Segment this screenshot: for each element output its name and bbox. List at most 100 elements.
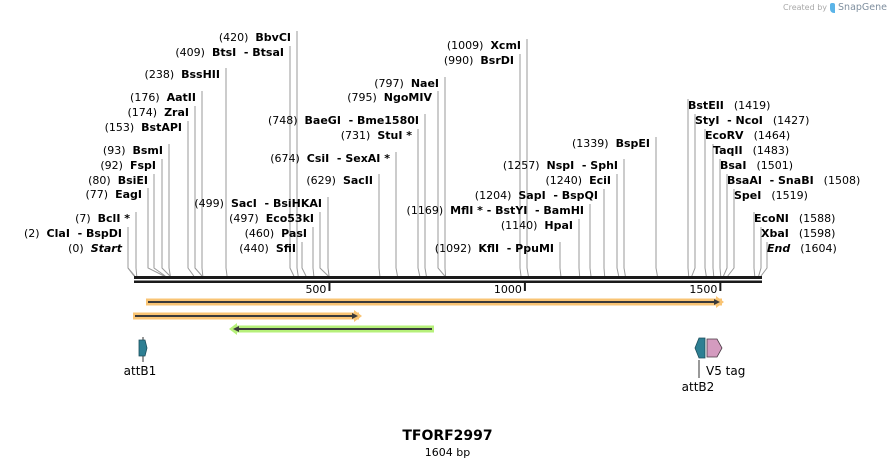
enzyme-position: (1092) <box>435 242 479 255</box>
orf-long-arrow[interactable] <box>146 296 724 308</box>
enzyme-label[interactable]: (153) BstAPI <box>105 121 182 134</box>
enzyme-position: (674) <box>270 152 307 165</box>
cut-site-line <box>135 212 138 277</box>
attB1-feature[interactable]: attB1 <box>124 337 157 378</box>
enzyme-position: (499) <box>194 197 231 210</box>
enzyme-name: EciI <box>589 174 611 187</box>
enzyme-label[interactable]: (795) NgoMIV <box>347 91 432 104</box>
ruler-tick <box>523 283 526 291</box>
cut-site-line <box>296 31 299 277</box>
enzyme-label[interactable]: TaqII (1483) <box>713 144 789 157</box>
enzyme-position: (1604) <box>800 242 837 255</box>
enzyme-label[interactable]: (2) ClaI - BspDI <box>24 227 122 240</box>
enzyme-position: (1240) <box>546 174 590 187</box>
enzyme-position: (1598) <box>799 227 836 240</box>
enzyme-label[interactable]: BsaAI - SnaBI (1508) <box>727 174 860 187</box>
enzyme-label[interactable]: StyI - NcoI (1427) <box>695 114 809 127</box>
enzyme-position: (1204) <box>475 189 519 202</box>
enzyme-label[interactable]: (1092) KflI - PpuMI <box>435 242 554 255</box>
enzyme-name: BsiEI <box>118 174 148 187</box>
enzyme-name: MflI * - BstYI - BamHI <box>450 204 584 217</box>
cut-site-line <box>589 204 592 277</box>
enzyme-label[interactable]: (731) StuI * <box>341 129 413 142</box>
cut-site-line <box>727 189 735 277</box>
enzyme-name: BclI * <box>98 212 131 225</box>
enzyme-name: BsaAI - SnaBI <box>727 174 814 187</box>
enzyme-label[interactable]: (440) SfiI <box>239 242 296 255</box>
enzyme-name: Eco53kI <box>266 212 314 225</box>
v5-tag-feature[interactable]: V5 tag <box>706 338 745 378</box>
enzyme-label[interactable]: BstEII (1419) <box>688 99 770 112</box>
enzyme-name: FspI <box>130 159 156 172</box>
enzyme-label[interactable]: (497) Eco53kI <box>229 212 314 225</box>
cut-site-line <box>691 114 696 277</box>
enzyme-position: (748) <box>268 114 305 127</box>
attB2-feature[interactable]: attB2 <box>682 337 715 394</box>
enzyme-label[interactable]: (93) BsmI <box>103 144 163 157</box>
enzyme-label[interactable]: (1009) XcmI <box>447 39 521 52</box>
cut-site-line <box>194 106 203 277</box>
enzyme-label[interactable]: (797) NaeI <box>374 77 439 90</box>
enzyme-label[interactable]: EcoRV (1464) <box>705 129 790 142</box>
enzyme-name: SapI - BspQI <box>518 189 598 202</box>
enzyme-label[interactable]: (0) Start <box>68 242 123 255</box>
attB2-label: attB2 <box>682 380 715 394</box>
cut-site-line <box>704 129 707 277</box>
orf-reverse-arrow[interactable] <box>229 323 434 335</box>
credit-prefix: Created by <box>783 3 828 12</box>
enzyme-label[interactable]: (460) PasI <box>245 227 307 240</box>
enzyme-label[interactable]: (1204) SapI - BspQI <box>475 189 598 202</box>
cut-site-line <box>437 91 446 277</box>
enzyme-label[interactable]: End (1604) <box>767 242 837 255</box>
enzyme-label[interactable]: (674) CsiI - SexAI * <box>270 152 390 165</box>
enzyme-label[interactable]: BsaI (1501) <box>720 159 793 172</box>
cut-site-lines <box>127 31 768 277</box>
features: attB1 attB2 V5 tag <box>124 296 745 394</box>
cut-site-line <box>526 39 529 277</box>
enzyme-position: (1519) <box>771 189 808 202</box>
enzyme-name: SacI - BsiHKAI <box>231 197 322 210</box>
enzyme-label[interactable]: (80) BsiEI <box>88 174 148 187</box>
enzyme-label[interactable]: (1240) EciI <box>546 174 611 187</box>
enzyme-label[interactable]: (629) SacII <box>306 174 373 187</box>
enzyme-label[interactable]: (92) FspI <box>100 159 156 172</box>
ruler-label: 500 <box>305 283 326 296</box>
enzyme-name: BstEII <box>688 99 724 112</box>
enzyme-label[interactable]: EcoNI (1588) <box>754 212 835 225</box>
ruler-label: 1000 <box>494 283 522 296</box>
enzyme-label[interactable]: (748) BaeGI - Bme1580I <box>268 114 419 127</box>
enzyme-position: (1169) <box>407 204 451 217</box>
enzyme-label[interactable]: SpeI (1519) <box>734 189 808 202</box>
enzyme-label[interactable]: XbaI (1598) <box>761 227 835 240</box>
enzyme-position: (1464) <box>754 129 791 142</box>
cut-site-line <box>153 174 166 277</box>
cut-site-line <box>289 46 295 277</box>
cut-site-line <box>327 197 330 277</box>
enzyme-name: BstAPI <box>141 121 182 134</box>
enzyme-label[interactable]: (176) AatII <box>130 91 196 104</box>
enzyme-position: (1140) <box>501 219 545 232</box>
enzyme-label[interactable]: (174) ZraI <box>128 106 190 119</box>
enzyme-label[interactable]: (7) BclI * <box>75 212 130 225</box>
enzyme-label[interactable]: (1339) BspEI <box>572 137 650 150</box>
cut-site-line <box>201 91 204 277</box>
enzyme-label[interactable]: (77) EagI <box>86 188 142 201</box>
enzyme-position: (93) <box>103 144 133 157</box>
enzyme-labels: (0) Start (2) ClaI - BspDI (7) BclI * (77) … <box>24 31 860 255</box>
enzyme-label[interactable]: (1257) NspI - SphI <box>503 159 618 172</box>
enzyme-label[interactable]: (238) BssHII <box>145 68 220 81</box>
enzyme-label[interactable]: (1140) HpaI <box>501 219 573 232</box>
enzyme-label[interactable]: (499) SacI - BsiHKAI <box>194 197 322 210</box>
enzyme-label[interactable]: (409) BtsI - BtsaI <box>175 46 284 59</box>
enzyme-label[interactable]: (990) BsrDI <box>444 54 514 67</box>
enzyme-position: (1427) <box>773 114 810 127</box>
enzyme-name: KflI - PpuMI <box>478 242 554 255</box>
enzyme-position: (174) <box>128 106 165 119</box>
enzyme-label[interactable]: (1169) MflI * - BstYI - BamHI <box>407 204 584 217</box>
orf-short-arrow[interactable] <box>133 310 362 322</box>
enzyme-label[interactable]: (420) BbvCI <box>219 31 291 44</box>
enzyme-name: CsiI - SexAI * <box>307 152 390 165</box>
enzyme-name: ClaI - BspDI <box>47 227 122 240</box>
enzyme-position: (797) <box>374 77 411 90</box>
